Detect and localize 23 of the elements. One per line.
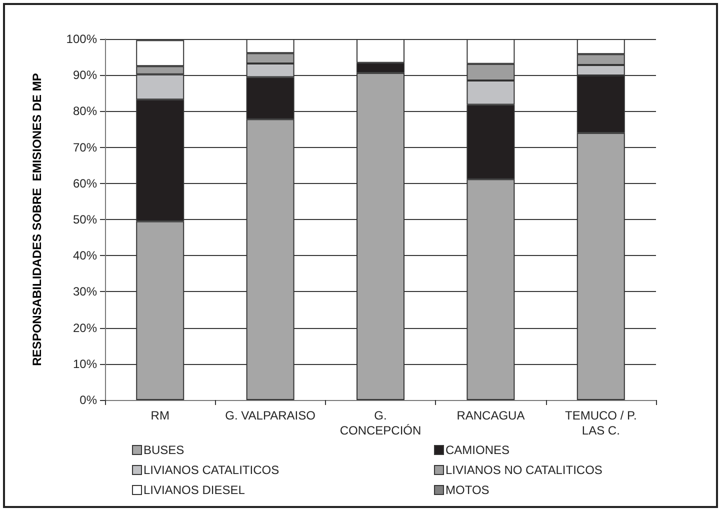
y-tick-label: 30% xyxy=(72,284,98,299)
y-tick-label: 0% xyxy=(80,393,98,407)
legend-label: MOTOS xyxy=(446,483,490,497)
x-tick-label: TEMUCO / P. LAS C. xyxy=(565,408,637,438)
y-tick-label: 60% xyxy=(72,176,98,190)
y-tick-label: 50% xyxy=(72,212,98,226)
y-axis-title: RESPONSABILIDADES SOBRE EMISIONES DE MP xyxy=(30,73,44,366)
y-tick-label: 70% xyxy=(72,140,98,154)
legend-label: LIVIANOS NO CATALITICOS xyxy=(446,463,602,477)
y-tick-label: 100% xyxy=(66,32,98,46)
x-tick-label: G. VALPARAISO xyxy=(225,408,316,422)
legend-label: LIVIANOS DIESEL xyxy=(144,483,246,497)
y-tick-label: 20% xyxy=(72,320,98,335)
y-tick-label: 10% xyxy=(72,356,98,371)
y-tick-label: 40% xyxy=(72,248,98,263)
x-tick-label: RANCAGUA xyxy=(456,408,525,422)
y-tick-label: 80% xyxy=(72,104,98,118)
x-tick-label: RM xyxy=(150,408,170,422)
legend-label: LIVIANOS CATALITICOS xyxy=(144,463,280,477)
legend-label: BUSES xyxy=(144,443,184,457)
y-tick-label: 90% xyxy=(72,68,98,82)
legend-label: CAMIONES xyxy=(446,443,510,457)
x-tick-label: G. CONCEPCIÓN xyxy=(340,408,422,438)
